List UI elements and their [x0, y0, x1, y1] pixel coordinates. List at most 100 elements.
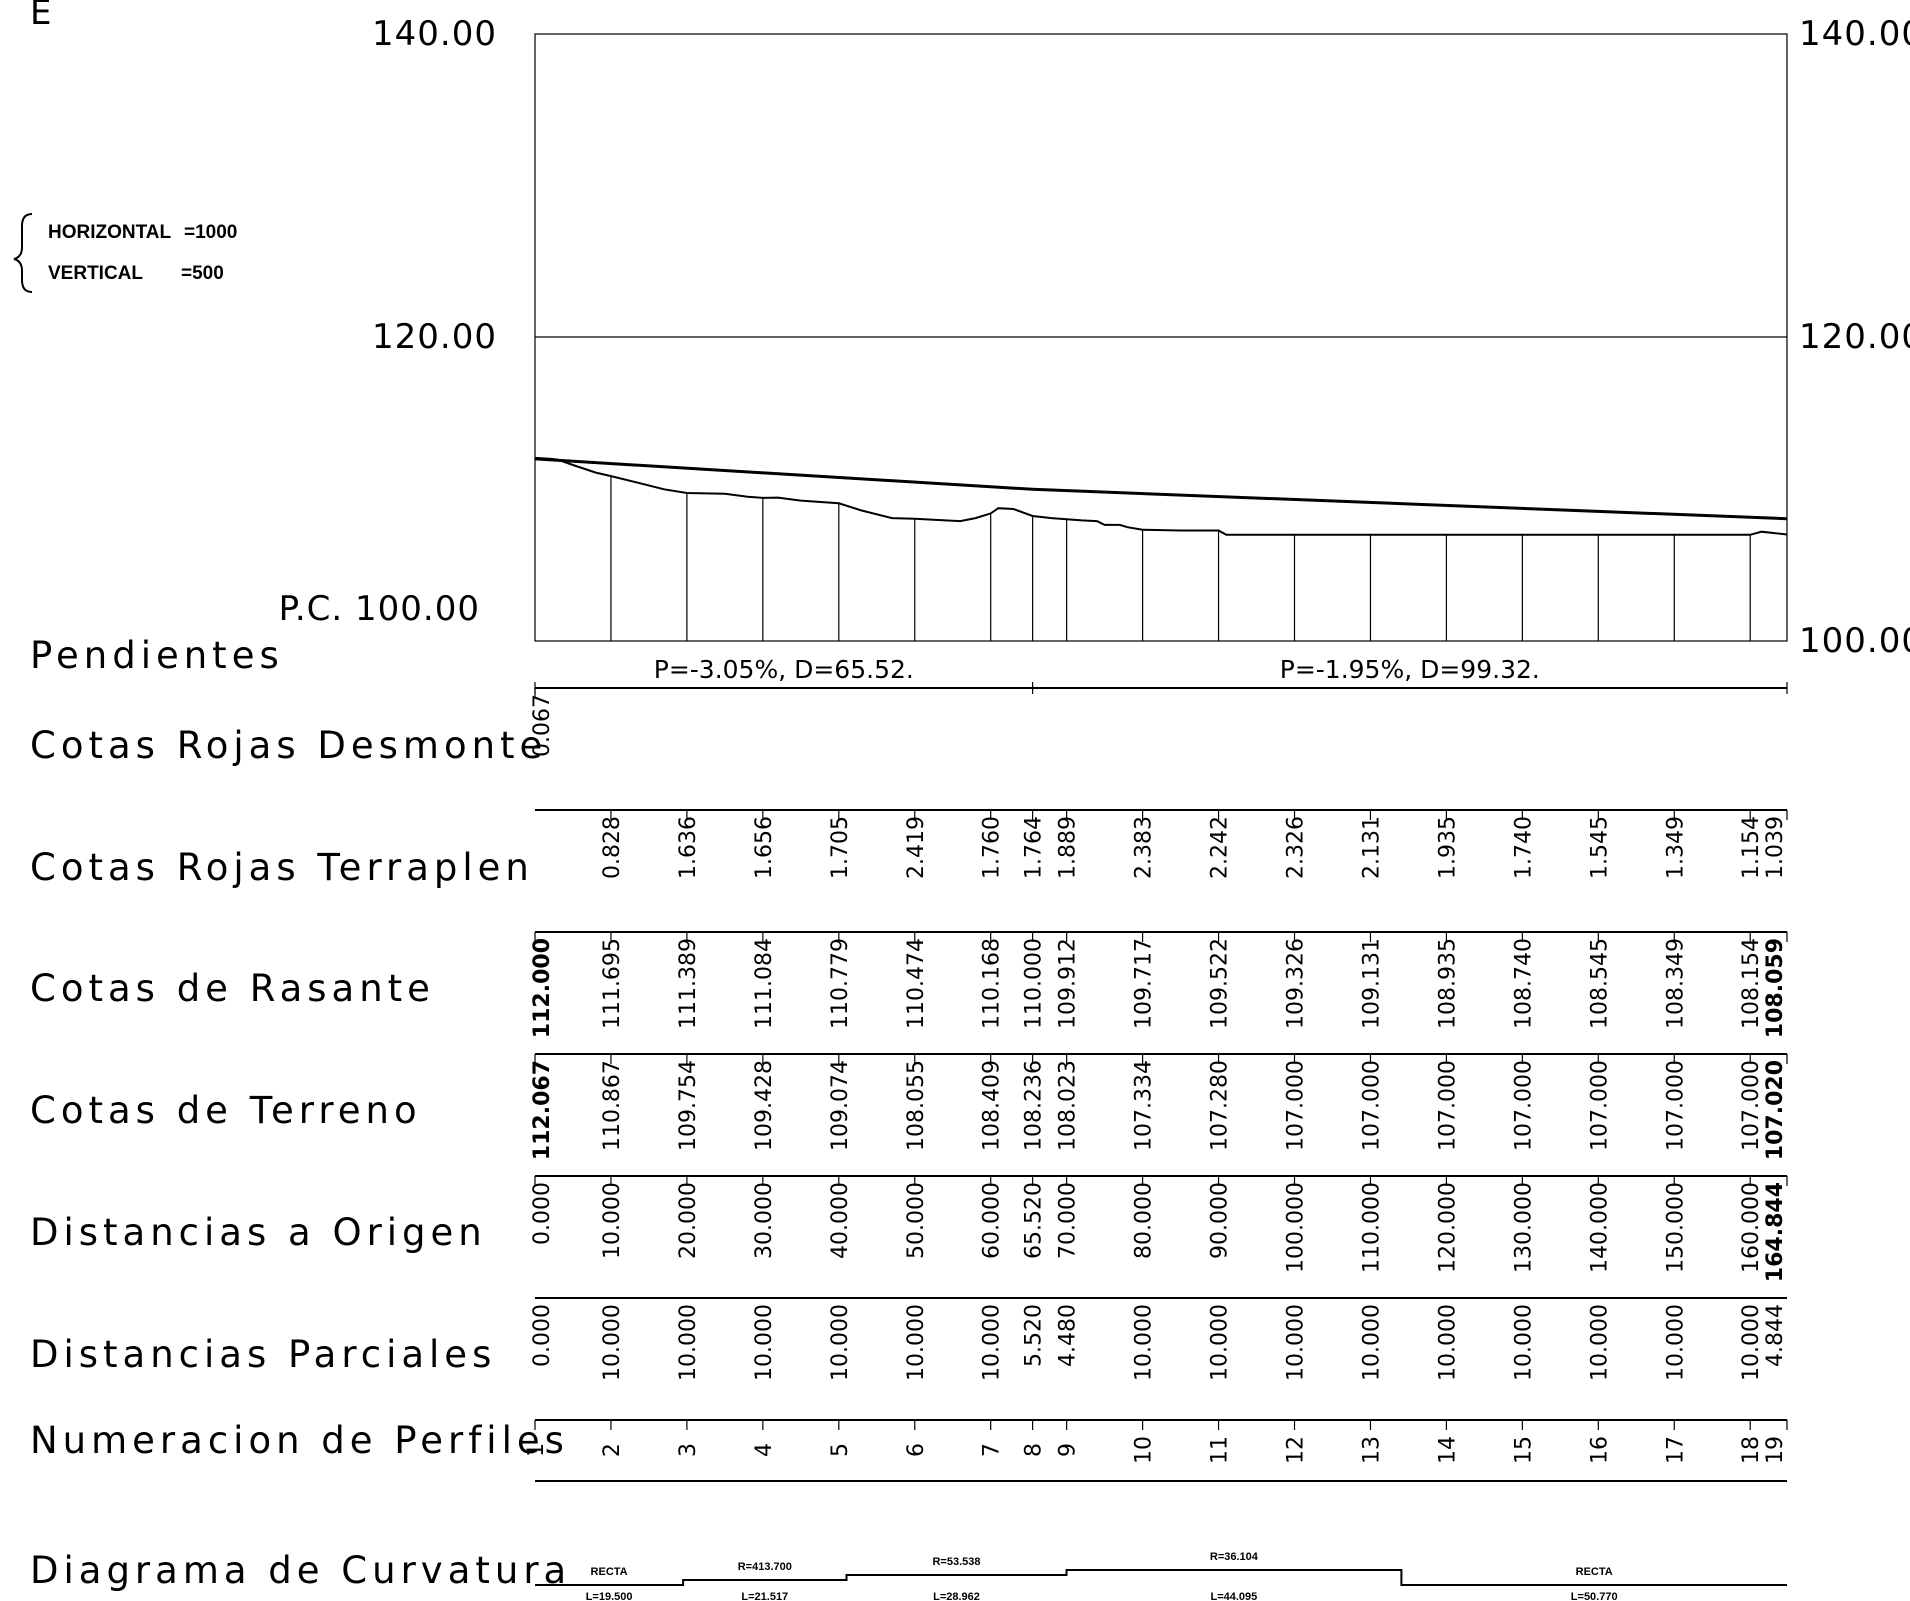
origen-value-station-18: 160.000 — [1739, 1182, 1764, 1273]
curvature-segment-4-length-label: L=44.095 — [1211, 1591, 1258, 1601]
terreno-value-station-4: 109.428 — [752, 1060, 777, 1151]
profile-number-7: 7 — [980, 1443, 1005, 1457]
curvature-segment-2-top-label: R=413.700 — [738, 1561, 792, 1573]
profile-number-12: 12 — [1284, 1436, 1309, 1464]
origen-value-station-3: 20.000 — [676, 1182, 701, 1259]
row-label-origen: Distancias a Origen — [30, 1211, 487, 1254]
origen-value-station-6: 50.000 — [904, 1182, 929, 1259]
profile-number-3: 3 — [676, 1443, 701, 1457]
row-label-terreno: Cotas de Terreno — [30, 1089, 422, 1132]
scale-horizontal-label: HORIZONTAL — [48, 222, 172, 243]
origen-value-station-17: 150.000 — [1663, 1182, 1688, 1273]
elevation-label-right-bottom: 100.00 — [1799, 621, 1910, 661]
parcial-value-station-10: 10.000 — [1132, 1304, 1157, 1381]
terreno-value-station-7: 108.409 — [980, 1060, 1005, 1151]
curvature-segment-5-top-label: RECTA — [1576, 1566, 1613, 1578]
terraplen-value-station-2: 0.828 — [600, 816, 625, 879]
parcial-value-station-18: 10.000 — [1739, 1304, 1764, 1381]
terreno-value-station-9: 108.023 — [1056, 1060, 1081, 1151]
parcial-value-station-17: 10.000 — [1663, 1304, 1688, 1381]
curvature-segment-3-top-label: R=53.538 — [932, 1556, 980, 1568]
rasante-value-station-6: 110.474 — [904, 938, 929, 1029]
curvature-segment-5-length-label: L=50.770 — [1571, 1591, 1618, 1601]
terreno-value-station-13: 107.000 — [1360, 1060, 1385, 1151]
terreno-value-station-17: 107.000 — [1663, 1060, 1688, 1151]
terraplen-value-station-14: 1.935 — [1435, 816, 1460, 879]
origen-value-station-5: 40.000 — [828, 1182, 853, 1259]
rasante-value-station-14: 108.935 — [1435, 938, 1460, 1029]
terraplen-value-station-18: 1.154 — [1739, 816, 1764, 879]
origen-value-station-15: 130.000 — [1511, 1182, 1536, 1273]
terreno-value-station-10: 107.334 — [1132, 1060, 1157, 1151]
scale-vertical-label: VERTICAL — [48, 263, 143, 284]
row-label-pendientes: Pendientes — [30, 634, 284, 677]
parcial-value-station-5: 10.000 — [828, 1304, 853, 1381]
parcial-value-station-6: 10.000 — [904, 1304, 929, 1381]
terreno-value-station-19: 107.020 — [1763, 1060, 1788, 1160]
scale-legend: HORIZONTAL =1000 VERTICAL =500 — [13, 213, 237, 293]
origen-value-station-2: 10.000 — [600, 1182, 625, 1259]
terreno-value-station-14: 107.000 — [1435, 1060, 1460, 1151]
rasante-value-station-1: 112.000 — [530, 938, 555, 1038]
terreno-value-station-18: 107.000 — [1739, 1060, 1764, 1151]
slopes-band: P=-3.05%, D=65.52. P=-1.95%, D=99.32. — [534, 655, 1788, 694]
terraplen-value-station-8: 1.764 — [1022, 816, 1047, 879]
profile-number-5: 5 — [828, 1443, 853, 1457]
terreno-value-station-11: 107.280 — [1208, 1060, 1233, 1151]
curvature-segment-3-length-label: L=28.962 — [933, 1591, 980, 1601]
origen-value-station-8: 65.520 — [1022, 1182, 1047, 1259]
station-values-table: 0.067112.000112.0670.0000.00010.828111.6… — [524, 688, 1788, 1464]
terreno-value-station-1: 112.067 — [530, 1060, 555, 1160]
scale-vertical-value: =500 — [181, 263, 224, 284]
terraplen-value-station-6: 2.419 — [904, 816, 929, 879]
parcial-value-station-15: 10.000 — [1511, 1304, 1536, 1381]
terraplen-value-station-4: 1.656 — [752, 816, 777, 879]
rasante-value-station-5: 110.779 — [828, 938, 853, 1029]
parcial-value-station-19: 4.844 — [1763, 1304, 1788, 1367]
rasante-value-station-11: 109.522 — [1208, 938, 1233, 1029]
terreno-value-station-12: 107.000 — [1284, 1060, 1309, 1151]
parcial-value-station-16: 10.000 — [1587, 1304, 1612, 1381]
row-label-terraplen: Cotas Rojas Terraplen — [30, 846, 534, 889]
parcial-value-station-11: 10.000 — [1208, 1304, 1233, 1381]
terreno-value-station-16: 107.000 — [1587, 1060, 1612, 1151]
origen-value-station-11: 90.000 — [1208, 1182, 1233, 1259]
parcial-value-station-1: 0.000 — [530, 1304, 555, 1367]
terraplen-value-station-16: 1.545 — [1587, 816, 1612, 879]
origen-value-station-14: 120.000 — [1435, 1182, 1460, 1273]
curvature-segment-2-length-label: L=21.517 — [741, 1591, 788, 1601]
curvature-segment-4-top-label: R=36.104 — [1210, 1551, 1259, 1563]
profile-station-verticals — [610, 476, 1751, 641]
origen-value-station-9: 70.000 — [1056, 1182, 1081, 1259]
slope-segment-1-label: P=-3.05%, D=65.52. — [654, 655, 914, 684]
rasante-value-station-4: 111.084 — [752, 938, 777, 1029]
terraplen-value-station-17: 1.349 — [1663, 816, 1688, 879]
profile-number-8: 8 — [1022, 1443, 1047, 1457]
rasante-value-station-19: 108.059 — [1763, 938, 1788, 1038]
rasante-value-station-3: 111.389 — [676, 938, 701, 1029]
profile-number-13: 13 — [1360, 1436, 1385, 1464]
profile-number-2: 2 — [600, 1443, 625, 1457]
origen-value-station-13: 110.000 — [1360, 1182, 1385, 1273]
elevation-label-left-top: 140.00 — [372, 14, 497, 54]
profile-number-10: 10 — [1132, 1436, 1157, 1464]
terreno-value-station-8: 108.236 — [1022, 1060, 1047, 1151]
desmonte-value-station-1: 0.067 — [530, 694, 555, 757]
slope-segment-2-label: P=-1.95%, D=99.32. — [1280, 655, 1540, 684]
profile-number-16: 16 — [1587, 1436, 1612, 1464]
parcial-value-station-7: 10.000 — [980, 1304, 1005, 1381]
parcial-value-station-2: 10.000 — [600, 1304, 625, 1381]
elevation-label-right-mid: 120.00 — [1799, 317, 1910, 357]
rasante-value-station-17: 108.349 — [1663, 938, 1688, 1029]
origen-value-station-7: 60.000 — [980, 1182, 1005, 1259]
rasante-value-station-2: 111.695 — [600, 938, 625, 1029]
profile-number-6: 6 — [904, 1443, 929, 1457]
rasante-value-station-18: 108.154 — [1739, 938, 1764, 1029]
terraplen-value-station-9: 1.889 — [1056, 816, 1081, 879]
origen-value-station-1: 0.000 — [530, 1182, 555, 1245]
terreno-value-station-15: 107.000 — [1511, 1060, 1536, 1151]
profile-number-19: 19 — [1763, 1436, 1788, 1464]
profile-number-14: 14 — [1435, 1436, 1460, 1464]
row-label-curvatura: Diagrama de Curvatura — [30, 1549, 571, 1592]
